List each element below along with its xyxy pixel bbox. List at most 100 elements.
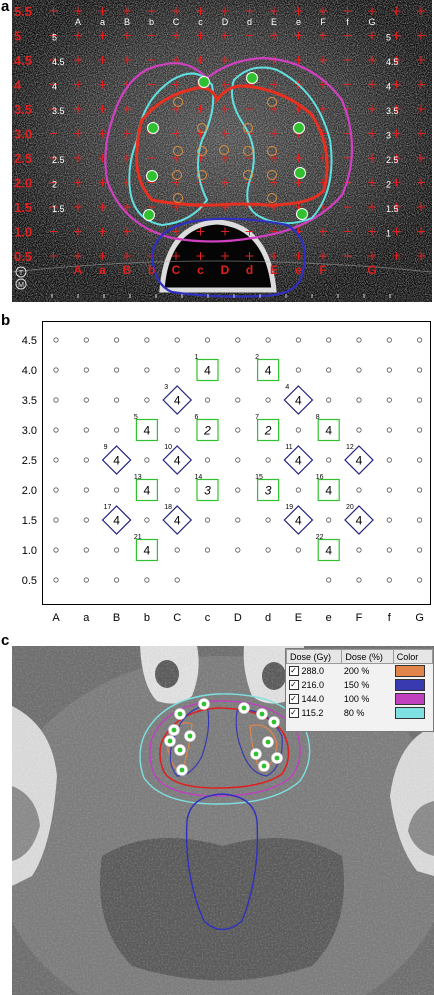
grid-dot xyxy=(114,397,120,403)
grid-dot xyxy=(386,577,392,583)
color-swatch[interactable] xyxy=(395,707,426,719)
needle-16: 416 xyxy=(316,474,340,502)
check-icon[interactable]: ✓ xyxy=(288,694,299,705)
m-icon-label: M xyxy=(18,282,24,289)
us-bottom-column-label: b xyxy=(148,263,155,277)
grid-dot xyxy=(416,337,423,343)
us-row-label-red: 2.0 xyxy=(14,176,32,191)
grid-dot xyxy=(114,577,120,583)
us-column-label: f xyxy=(346,17,349,27)
color-swatch[interactable] xyxy=(395,665,426,677)
us-row-label-red: 0.5 xyxy=(14,249,32,264)
needle-value: 4 xyxy=(356,514,363,528)
grid-dot xyxy=(326,367,332,373)
plan-column-label: f xyxy=(388,612,392,624)
us-row-label-right: 2 xyxy=(386,180,391,190)
us-row-label-inner: 4.5 xyxy=(52,57,65,67)
needle-number: 9 xyxy=(104,444,108,451)
prostate-contour xyxy=(135,84,329,207)
us-row-label-right: 1 xyxy=(386,229,391,239)
orange-seed xyxy=(173,193,183,203)
plan-column-label: D xyxy=(234,612,242,624)
grid-dot xyxy=(83,577,89,583)
us-bottom-column-label: B xyxy=(123,263,132,277)
orange-seed xyxy=(197,123,207,133)
needle-value: 4 xyxy=(174,514,181,528)
grid-dot xyxy=(416,577,423,583)
needle-18: 418 xyxy=(162,504,193,535)
orange-seed xyxy=(243,146,253,156)
grid-dot xyxy=(114,547,120,553)
needle-value: 2 xyxy=(264,424,272,438)
check-icon[interactable]: ✓ xyxy=(288,708,299,719)
needle-value: 4 xyxy=(144,544,151,558)
color-swatch[interactable] xyxy=(395,693,426,705)
m-icon xyxy=(15,278,27,290)
ct-seed-core xyxy=(201,701,207,707)
needle-value: 4 xyxy=(174,394,181,408)
ct-seed-core xyxy=(177,747,183,753)
needle-number: 19 xyxy=(285,504,293,511)
ct-seed-core xyxy=(179,767,185,773)
grid-dot xyxy=(235,427,241,433)
grid-dot xyxy=(174,547,180,553)
plan-column-label: E xyxy=(295,612,302,624)
grid-dot xyxy=(295,337,301,343)
check-icon[interactable]: ✓ xyxy=(288,680,299,691)
needle-2: 42 xyxy=(255,354,280,382)
color-swatch[interactable] xyxy=(395,679,426,691)
needle-value: 4 xyxy=(204,364,211,378)
us-bottom-column-label: c xyxy=(197,263,204,277)
legend-row: ✓ 216.0 150 % xyxy=(287,678,433,692)
us-row-label-inner: 2 xyxy=(52,180,57,190)
grid-dot xyxy=(53,547,59,553)
plan-grid-dots xyxy=(53,337,423,583)
plan-row-label: 0.5 xyxy=(22,575,37,587)
us-row-label-inner: 4 xyxy=(52,82,57,92)
grid-dot xyxy=(235,517,241,523)
grid-dot xyxy=(416,547,423,553)
legend-header-pct: Dose (%) xyxy=(341,649,394,664)
orange-seed xyxy=(197,170,207,180)
plan-column-label: F xyxy=(356,612,363,624)
grid-dot xyxy=(386,397,392,403)
green-seed xyxy=(296,208,308,220)
grid-dot xyxy=(204,337,211,343)
needle-number: 15 xyxy=(255,474,263,481)
ct-seed-core xyxy=(261,763,267,769)
grid-dot xyxy=(265,397,271,403)
us-bottom-column-label: E xyxy=(270,263,278,277)
needle-value: 4 xyxy=(113,514,120,528)
grid-dot xyxy=(265,337,271,343)
ct-seed-core xyxy=(171,727,177,733)
legend-pct: 200 % xyxy=(343,666,370,676)
legend-header-gy: Dose (Gy) xyxy=(285,649,343,664)
us-row-label-red: 3.0 xyxy=(14,127,32,142)
ct-cyan-isodose xyxy=(139,693,311,805)
needle-value: 4 xyxy=(325,484,332,498)
grid-dot xyxy=(53,397,59,403)
grid-dot xyxy=(416,367,423,373)
needle-number: 2 xyxy=(255,354,259,361)
needle-square xyxy=(317,418,340,442)
plan-column-label: A xyxy=(52,612,60,624)
us-bottom-column-label: C xyxy=(172,263,181,277)
us-row-label-right: 4.5 xyxy=(386,57,399,67)
dose-legend-table: Dose (Gy) Dose (%) Color ✓ 288.0 200 % ✓ 2… xyxy=(285,649,434,720)
grid-dot xyxy=(416,427,423,433)
ct-seed-core xyxy=(265,739,271,745)
grid-dot xyxy=(144,337,150,343)
legend-pct: 100 % xyxy=(343,694,370,704)
grid-dot xyxy=(53,367,59,373)
us-row-label-right: 3.5 xyxy=(386,106,399,116)
grid-dot xyxy=(53,427,59,433)
grid-dot xyxy=(204,457,211,463)
grid-dot xyxy=(83,397,89,403)
grid-dot xyxy=(386,457,392,463)
check-icon[interactable]: ✓ xyxy=(288,666,299,677)
grid-dot xyxy=(356,397,362,403)
needle-number: 17 xyxy=(104,504,112,511)
green-seed xyxy=(147,122,159,134)
plan-row-label: 1.0 xyxy=(22,545,37,557)
ct-red-isodose xyxy=(159,707,290,789)
